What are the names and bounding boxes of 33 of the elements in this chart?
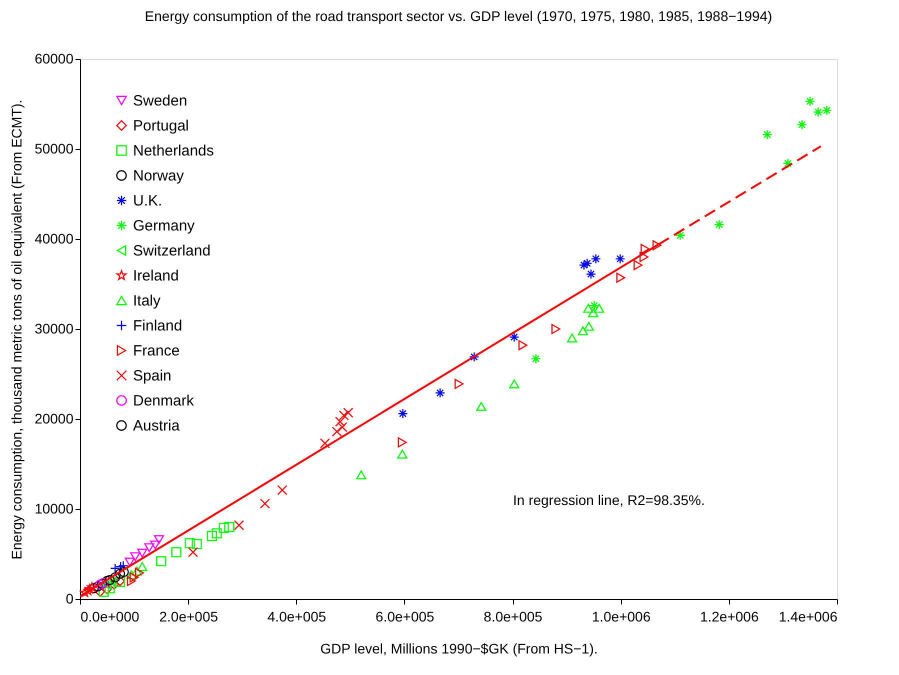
x-tick-label: 1.0e+006: [592, 608, 651, 624]
legend-label: Sweden: [133, 92, 188, 110]
legend-label: Ireland: [133, 268, 179, 284]
x-axis-title: GDP level, Millions 1990−$GK (From HS−1).: [320, 640, 598, 656]
legend-label: U.K.: [133, 192, 162, 210]
legend-label: Italy: [133, 292, 162, 310]
y-tick-label: 40000: [34, 230, 74, 246]
legend-label: Switzerland: [133, 242, 211, 260]
legend-label: Finland: [133, 318, 182, 334]
x-tick-label: 1.2e+006: [700, 608, 759, 624]
legend-label: Germany: [133, 218, 196, 234]
x-tick-label: 0.0e+000: [80, 608, 140, 624]
y-axis-title: Energy consumption, thousand metric tons of oil equivalent (From ECMT).: [8, 100, 25, 560]
legend-label: Spain: [133, 368, 172, 384]
y-tick-label: 10000: [34, 500, 74, 516]
x-tick-label: 2.0e+005: [159, 608, 218, 624]
x-tick-label: 4.0e+005: [267, 608, 326, 624]
legend-label: France: [133, 342, 180, 360]
x-tick-label: 6.0e+005: [376, 608, 435, 624]
legend-label: Netherlands: [133, 142, 214, 160]
legend-label: Portugal: [133, 118, 189, 134]
annotation: In regression line, R2=98.35%.: [513, 492, 705, 508]
legend-label: Austria: [133, 418, 180, 434]
y-tick-label: 60000: [34, 50, 74, 66]
y-tick-label: 30000: [34, 320, 74, 336]
x-tick-label: 8.0e+005: [484, 608, 543, 624]
legend-label: Denmark: [133, 392, 194, 410]
legend-label: Norway: [133, 168, 184, 184]
y-tick-label: 50000: [34, 140, 74, 156]
y-tick-label: 0: [66, 590, 74, 606]
chart-title: Energy consumption of the road transport sector vs. GDP level (1970, 1975, 1980, 1985, 1988−1994): [144, 8, 772, 24]
y-tick-label: 20000: [34, 410, 74, 426]
x-tick-label: 1.4e+006: [778, 608, 838, 624]
